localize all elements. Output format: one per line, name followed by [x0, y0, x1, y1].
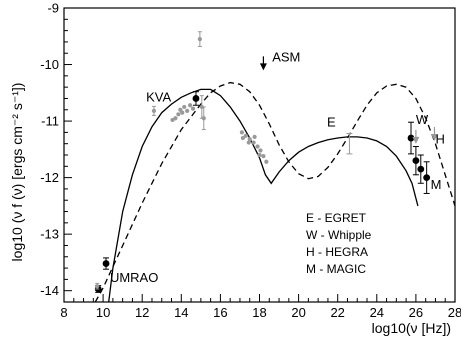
- legend-entry: H - HEGRA: [306, 245, 368, 259]
- data-point: [192, 95, 200, 102]
- y-tick-label: -10: [40, 57, 59, 72]
- data-point: [240, 135, 245, 141]
- x-tick-label: 20: [291, 305, 305, 320]
- data-point: [247, 137, 252, 142]
- annotation-label: ASM: [272, 50, 300, 65]
- annotation-label: H: [435, 132, 444, 147]
- x-axis-title: log10(ν [Hz]): [372, 320, 451, 336]
- data-point: [180, 110, 185, 115]
- data-point: [251, 140, 256, 145]
- data-point: [102, 260, 110, 267]
- data-series: [94, 31, 455, 302]
- data-point: [151, 108, 157, 113]
- model-curve-dashed: [94, 81, 455, 302]
- y-tick-label: -9: [47, 1, 59, 16]
- data-point: [176, 112, 181, 117]
- annotation-label: E: [327, 115, 336, 130]
- legend-entry: W - Whipple: [306, 228, 372, 242]
- data-point: [185, 108, 190, 113]
- annotation-label: UMRAO: [110, 270, 158, 285]
- x-tick-label: 28: [448, 305, 461, 320]
- x-tick-label: 24: [370, 305, 384, 320]
- upper-limit-head: [259, 63, 267, 71]
- annotation-label: M: [431, 177, 442, 192]
- data-point: [407, 134, 415, 142]
- legend: E - EGRET W - Whipple H - HEGRA M - MAGIC: [306, 211, 372, 276]
- data-point: [246, 140, 251, 145]
- data-point: [201, 116, 206, 121]
- data-point: [258, 148, 263, 153]
- data-point: [182, 104, 187, 110]
- data-point: [239, 130, 245, 135]
- annotations: UMRAO KVA ASM E WH M: [110, 50, 445, 286]
- data-point: [255, 144, 260, 149]
- x-tick-label: 10: [96, 305, 110, 320]
- data-point: [261, 154, 266, 159]
- y-axis-title: log10 (ν f (ν) [ergs cm⁻² s⁻¹]): [9, 83, 25, 262]
- model-curve-solid: [108, 88, 419, 302]
- x-tick-label: 14: [174, 305, 188, 320]
- data-point: [257, 152, 262, 158]
- x-axis-ticks: 8 10 12 14 16 18 20 22 24 26 28: [60, 294, 461, 320]
- data-point: [417, 165, 425, 173]
- x-tick-label: 18: [252, 305, 266, 320]
- upper-limit-head: [412, 136, 420, 144]
- x-tick-label: 22: [330, 305, 344, 320]
- y-tick-label: -14: [40, 283, 59, 298]
- data-point: [173, 116, 178, 121]
- data-point: [190, 106, 196, 111]
- data-point: [252, 134, 257, 140]
- annotation-label: KVA: [146, 89, 171, 104]
- data-point: [264, 159, 269, 164]
- legend-entry: M - MAGIC: [306, 262, 366, 276]
- y-axis-ticks: -14 -13 -12 -11 -10 -9: [40, 1, 72, 303]
- y-tick-label: -13: [40, 227, 59, 242]
- upper-limit-head: [430, 134, 438, 142]
- annotation-label: W: [416, 112, 429, 127]
- x-tick-label: 26: [409, 305, 423, 320]
- data-point: [423, 174, 431, 182]
- data-point: [243, 133, 248, 138]
- data-point: [412, 157, 420, 165]
- x-tick-label: 8: [60, 305, 67, 320]
- data-point: [95, 284, 100, 289]
- x-tick-label: 12: [135, 305, 149, 320]
- legend-entry: E - EGRET: [306, 211, 367, 225]
- y-tick-label: -12: [40, 170, 59, 185]
- x-tick-label: 16: [213, 305, 227, 320]
- data-point: [197, 36, 202, 42]
- y-tick-label: -11: [41, 114, 59, 129]
- data-point: [187, 103, 193, 108]
